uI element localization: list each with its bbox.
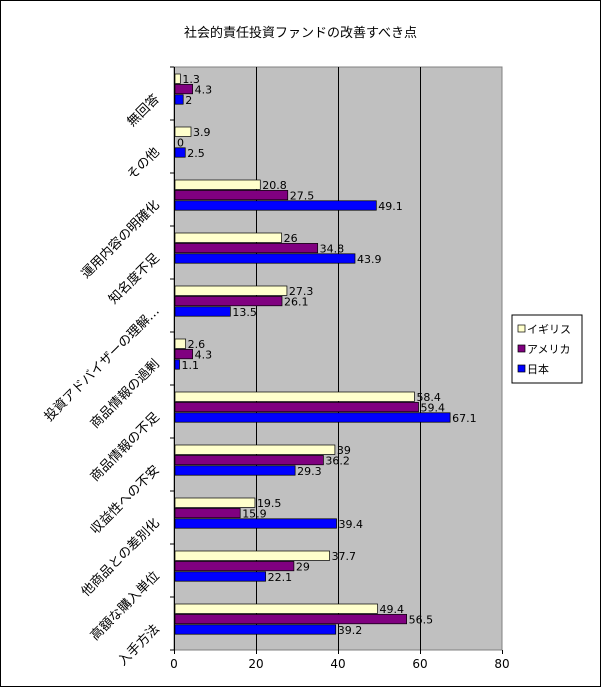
data-label: 36.2 xyxy=(325,454,350,467)
bar xyxy=(174,444,336,455)
data-label: 15.9 xyxy=(242,507,267,520)
data-label: 3.9 xyxy=(193,126,211,139)
data-label: 19.5 xyxy=(257,497,282,510)
data-label: 27.3 xyxy=(289,285,314,298)
data-label: 2.6 xyxy=(188,338,206,351)
bar xyxy=(174,497,256,508)
data-label: 56.5 xyxy=(409,613,434,626)
bar xyxy=(174,614,407,625)
data-label: 43.9 xyxy=(357,253,382,266)
bar xyxy=(174,147,186,158)
data-label: 59.4 xyxy=(421,401,446,414)
x-tick-label: 40 xyxy=(330,657,345,671)
bar xyxy=(174,285,288,296)
data-label: 49.4 xyxy=(380,603,405,616)
bar xyxy=(174,571,266,582)
data-label: 67.1 xyxy=(452,412,477,425)
category-label: 入手方法 xyxy=(115,621,163,669)
data-label: 39.2 xyxy=(338,624,363,637)
bar xyxy=(174,550,330,561)
data-label: 13.5 xyxy=(232,306,257,319)
data-label: 49.1 xyxy=(378,200,403,213)
bar xyxy=(174,296,283,307)
data-label: 4.3 xyxy=(195,83,213,96)
data-label: 58.4 xyxy=(416,391,441,404)
data-label: 4.3 xyxy=(195,348,213,361)
data-label: 20.8 xyxy=(262,179,287,192)
bar xyxy=(174,338,187,349)
bar xyxy=(174,200,377,211)
data-label: 29.3 xyxy=(297,465,322,478)
bar xyxy=(174,561,295,572)
data-label: 1.1 xyxy=(182,359,200,372)
data-label: 29 xyxy=(296,560,310,573)
data-label: 37.7 xyxy=(332,550,357,563)
bar xyxy=(174,232,282,243)
bar xyxy=(174,455,324,466)
data-label: 2.5 xyxy=(187,147,205,160)
data-label: 0 xyxy=(177,136,184,149)
x-tick-label: 60 xyxy=(412,657,427,671)
data-label: 26 xyxy=(284,232,298,245)
data-label: 26.1 xyxy=(284,295,309,308)
legend-entry: イギリス xyxy=(527,323,571,336)
legend-entry: 日本 xyxy=(527,362,549,376)
bar xyxy=(174,624,337,635)
bar xyxy=(174,518,337,529)
chart-title: 社会的責任投資ファンドの改善すべき点 xyxy=(183,26,418,41)
data-label: 39 xyxy=(337,444,351,457)
data-label: 2 xyxy=(185,94,192,107)
bar xyxy=(174,243,319,254)
data-label: 1.3 xyxy=(182,73,200,86)
bar xyxy=(174,253,356,264)
bar xyxy=(174,94,184,105)
data-label: 22.1 xyxy=(268,571,293,584)
bar xyxy=(174,412,451,423)
legend-swatch xyxy=(517,344,526,353)
x-tick-label: 80 xyxy=(494,657,509,671)
bar xyxy=(174,508,241,519)
legend-swatch xyxy=(517,364,526,373)
bar xyxy=(174,391,415,402)
data-label: 39.4 xyxy=(339,518,364,531)
bar xyxy=(174,73,181,84)
x-tick-label: 0 xyxy=(170,657,178,671)
bar xyxy=(174,179,261,190)
bar xyxy=(174,349,193,360)
data-label: 34.8 xyxy=(320,242,345,255)
bar xyxy=(174,84,193,95)
bar xyxy=(174,190,289,201)
bar xyxy=(174,306,231,317)
bar xyxy=(174,402,419,413)
category-label: その他 xyxy=(125,145,163,183)
x-tick-label: 20 xyxy=(248,657,263,671)
category-label: 無回答 xyxy=(124,91,163,130)
data-label: 27.5 xyxy=(290,189,315,202)
legend-entry: アメリカ xyxy=(527,343,570,356)
bar xyxy=(174,465,296,476)
bar xyxy=(174,126,192,137)
bar xyxy=(174,603,378,614)
legend-swatch xyxy=(517,324,526,333)
category-label: 知名度不足 xyxy=(106,250,163,307)
bar xyxy=(174,359,180,370)
